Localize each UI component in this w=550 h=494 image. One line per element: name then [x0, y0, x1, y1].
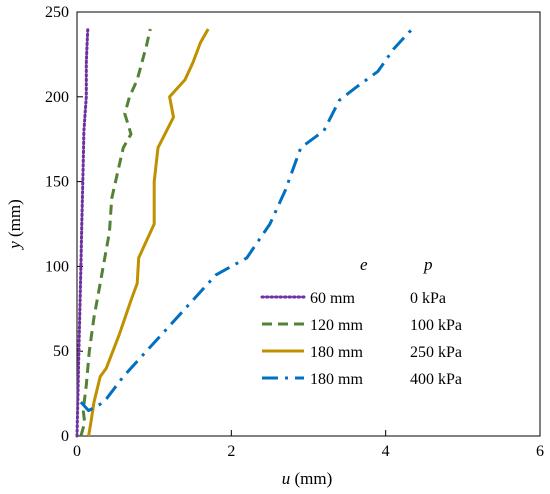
legend-label-p: 400 kPa — [410, 371, 462, 388]
x-axis-title: u (mm) — [282, 469, 333, 488]
axis-ticks: 0 2 4 6 0 50 100 150 200 250 — [45, 4, 544, 460]
legend: e p 60 mm 0 kPa 120 mm 100 kPa 180 mm 250 kPa 18… — [260, 255, 462, 388]
legend-label-e: 180 mm — [310, 371, 363, 388]
x-tick-label: 0 — [73, 443, 81, 460]
plot-frame — [76, 11, 541, 437]
legend-label-p: 0 kPa — [410, 290, 446, 307]
y-tick-label: 50 — [53, 343, 69, 360]
y-tick-label: 250 — [45, 4, 69, 21]
series-line — [87, 28, 210, 437]
legend-label-p: 100 kPa — [410, 317, 462, 334]
x-axis-var: u — [282, 469, 291, 488]
y-tick-label: 200 — [45, 89, 69, 106]
x-tick-label: 4 — [382, 443, 390, 460]
legend-header-e: e — [360, 255, 368, 274]
y-axis-unit: (mm) — [5, 199, 24, 241]
legend-label-p: 250 kPa — [410, 344, 462, 361]
y-tick-label: 100 — [45, 258, 69, 275]
legend-label-e: 120 mm — [310, 317, 363, 334]
y-tick-label: 150 — [45, 174, 69, 191]
series-line — [79, 28, 152, 437]
y-axis-var: y — [5, 241, 24, 251]
x-axis-unit: (mm) — [290, 469, 332, 488]
series-layer — [75, 27, 414, 438]
y-axis-title: y (mm) — [5, 199, 24, 251]
series-line — [75, 27, 90, 438]
x-tick-label: 6 — [536, 443, 544, 460]
legend-label-e: 60 mm — [310, 290, 355, 307]
x-tick-label: 2 — [227, 443, 235, 460]
legend-label-e: 180 mm — [310, 344, 363, 361]
series-line — [79, 27, 414, 413]
legend-header-p: p — [423, 255, 433, 274]
plot-area — [76, 11, 541, 437]
y-tick-label: 0 — [61, 428, 69, 445]
